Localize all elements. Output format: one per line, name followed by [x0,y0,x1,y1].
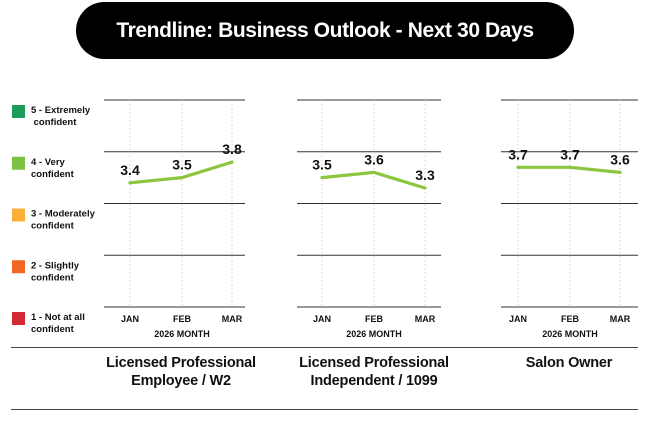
data-label: 3.7 [508,146,528,162]
chart-title: Trendline: Business Outlook - Next 30 Da… [116,18,534,42]
legend-label-line: 1 - Not at all [31,312,85,323]
x-tick-label: MAR [415,314,436,324]
data-label: 3.3 [415,167,435,183]
x-tick-label: JAN [313,314,331,324]
legend-label-level-4: 4 - Very confident [31,157,75,180]
legend-label-line: confident [31,169,75,180]
panel-title-independent-1099: Licensed Professional Independent / 1099 [279,354,469,390]
x-tick-label: MAR [610,314,631,324]
legend-label-line: confident [31,272,75,283]
legend-swatch-level-5 [12,105,25,118]
panel-title-line: Licensed Professional [299,355,449,371]
data-label: 3.8 [222,141,242,157]
divider-bottom [11,409,638,410]
x-tick-label: FEB [173,314,192,324]
legend-label-level-3: 3 - Moderately confident [31,209,96,232]
panel-title-employee-w2: Licensed Professional Employee / W2 [86,354,276,390]
trend-line-3 [516,165,622,174]
divider-top [11,347,638,348]
legend-swatch-level-3 [12,208,25,222]
x-tick-label: FEB [561,314,580,324]
data-label: 3.4 [120,162,140,178]
panel-title-line: Licensed Professional [106,355,256,371]
data-label: 3.6 [610,151,630,167]
legend-label-line: 5 - Extremely [31,105,91,116]
trend-line-2 [320,170,427,190]
legend-label-line: 4 - Very [31,157,66,168]
x-axis-label: 2026 MONTH [346,329,402,339]
legend-label-level-2: 2 - Slightly confident [31,260,80,283]
legend-label-level-1: 1 - Not at all confident [31,312,85,335]
legend-swatch-level-4 [12,156,25,170]
legend-swatch-level-2 [12,260,25,274]
x-axis-label: 2026 MONTH [542,329,598,339]
trend-line-1 [128,160,234,185]
panel-title-line: Employee / W2 [131,373,231,389]
x-tick-label: JAN [509,314,527,324]
legend-label-line: confident [31,117,77,128]
data-label: 3.6 [364,151,384,167]
panel-title-line: Salon Owner [525,355,613,371]
x-tick-label: FEB [365,314,384,324]
legend-label-line: 3 - Moderately [31,209,96,220]
x-tick-label: JAN [121,314,139,324]
legend-label-level-5: 5 - Extremely confident [31,105,91,128]
legend-swatch-level-1 [12,312,25,325]
data-label: 3.7 [560,146,580,162]
data-label: 3.5 [312,157,332,173]
data-label: 3.5 [172,157,192,173]
panel-title-salon-owner: Salon Owner [474,354,650,372]
panel-title-line: Independent / 1099 [310,373,438,389]
chart-title-pill: Trendline: Business Outlook - Next 30 Da… [76,2,574,59]
x-axis-label: 2026 MONTH [154,329,210,339]
x-tick-label: MAR [222,314,243,324]
legend-label-line: confident [31,221,75,232]
legend-label-line: 2 - Slightly [31,260,80,271]
legend-label-line: confident [31,324,75,335]
